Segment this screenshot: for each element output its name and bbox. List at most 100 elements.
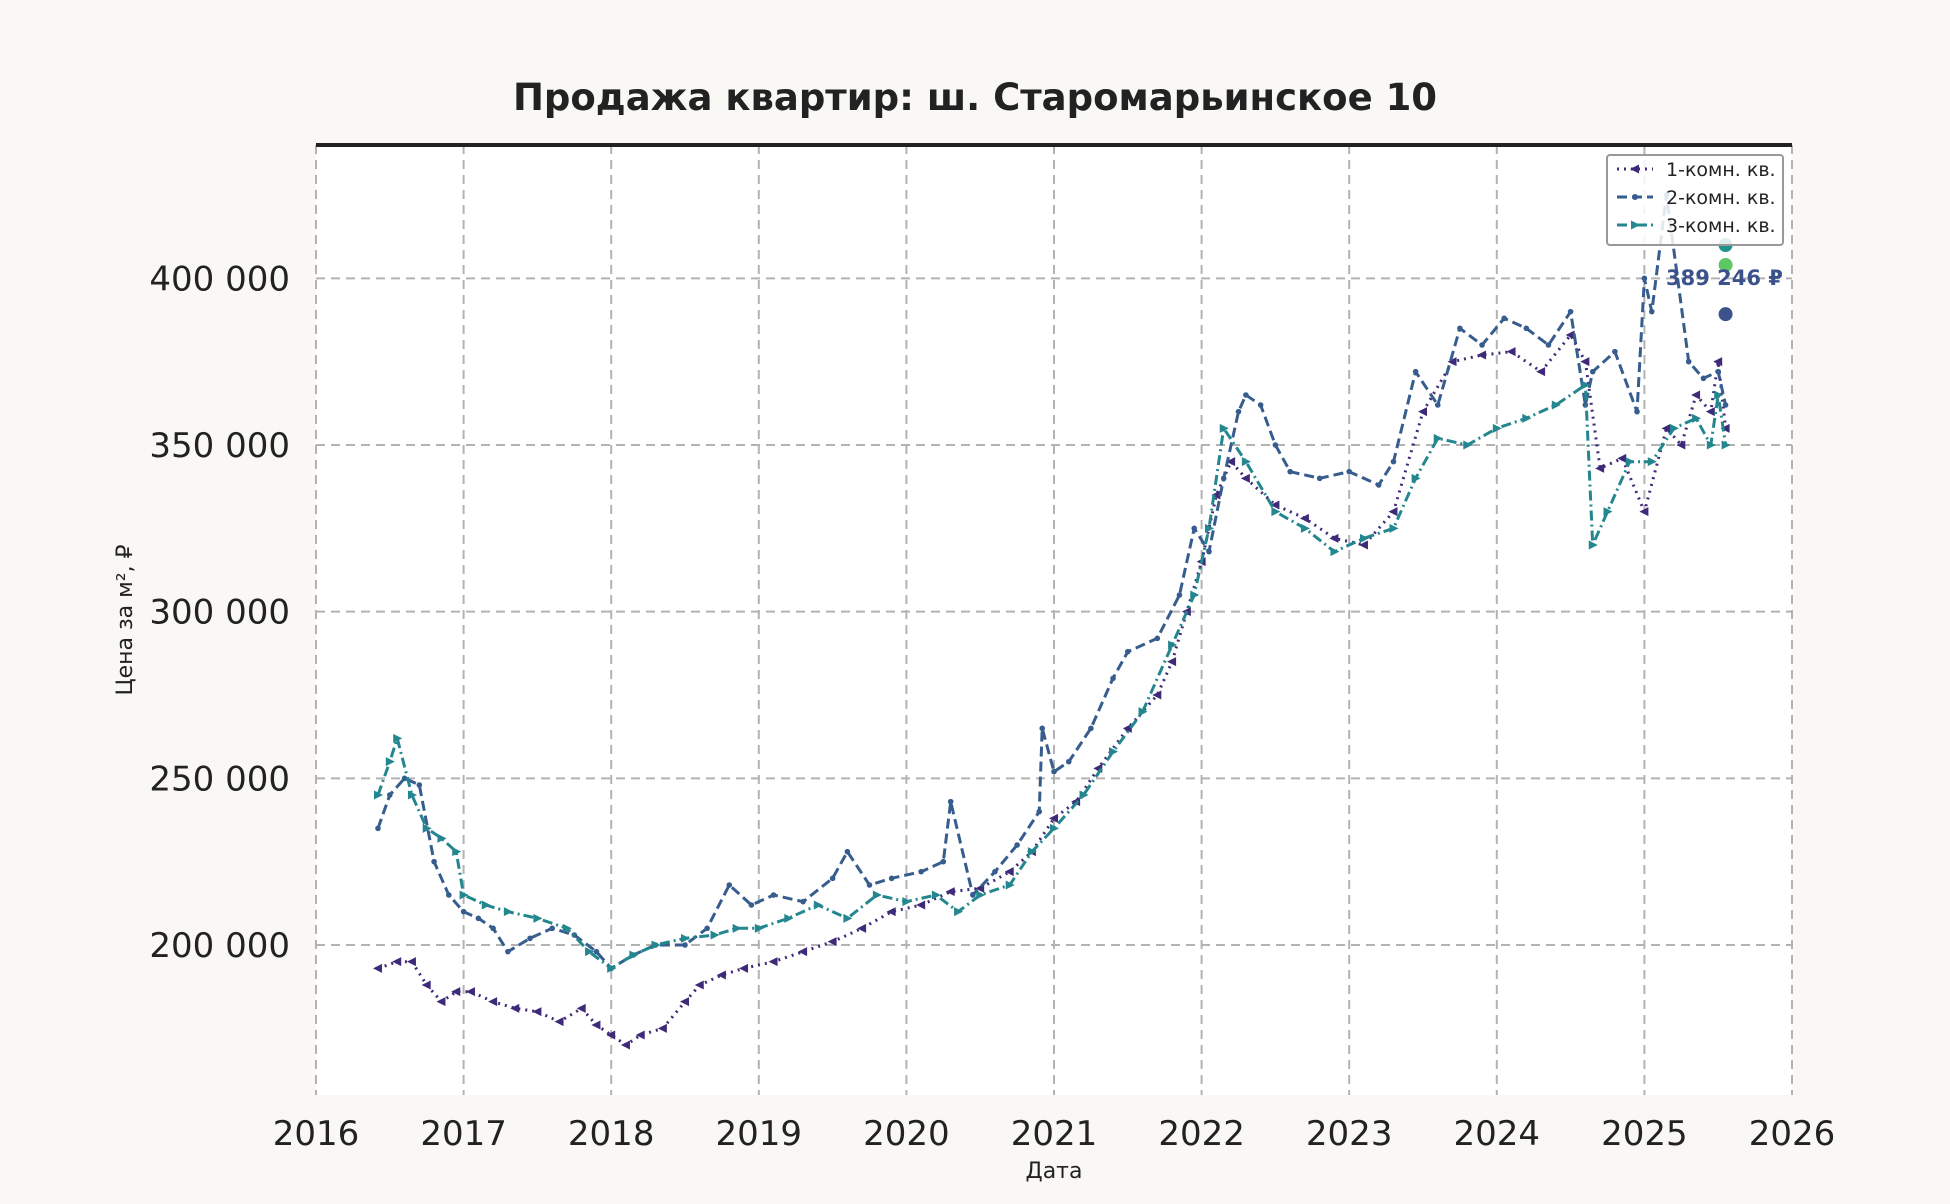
data-point — [1079, 790, 1089, 800]
legend-box — [1606, 154, 1784, 246]
data-point — [1039, 725, 1045, 732]
data-point — [505, 948, 511, 955]
data-point — [375, 825, 381, 832]
data-point — [1506, 347, 1516, 357]
data-point — [1492, 423, 1502, 433]
data-point — [1138, 707, 1148, 717]
data-point — [726, 882, 733, 888]
data-point — [1168, 640, 1178, 650]
data-point — [1447, 357, 1457, 367]
data-point — [902, 897, 912, 907]
data-point — [940, 858, 947, 865]
data-point — [1706, 440, 1716, 450]
data-point — [1567, 308, 1574, 315]
data-point — [1588, 540, 1598, 550]
data-point — [1388, 507, 1398, 517]
data-point — [1190, 590, 1200, 600]
data-point — [385, 757, 395, 767]
data-point — [585, 947, 595, 957]
data-point — [857, 923, 867, 933]
data-point — [1639, 507, 1649, 517]
data-point — [1358, 540, 1368, 550]
data-point — [886, 907, 896, 917]
data-point — [1536, 367, 1546, 377]
data-point — [1641, 275, 1648, 282]
data-point — [1412, 368, 1419, 375]
data-point — [591, 1020, 601, 1030]
data-point — [1700, 375, 1707, 382]
data-point — [657, 1023, 667, 1033]
data-point — [416, 782, 423, 788]
data-point — [1648, 308, 1655, 315]
data-point — [704, 925, 710, 932]
data-point — [422, 823, 432, 833]
data-point — [401, 775, 408, 782]
data-point — [1617, 453, 1627, 463]
legend: 1-комн. кв. 2-комн. кв. 3-комн. кв. — [1606, 154, 1784, 246]
data-point — [710, 930, 720, 940]
x-axis-label: Дата — [1026, 1159, 1083, 1184]
data-point — [1705, 407, 1715, 417]
data-point — [1692, 413, 1702, 423]
data-point — [407, 790, 417, 800]
data-point — [1477, 350, 1487, 360]
data-point — [1463, 440, 1473, 450]
data-point — [976, 890, 986, 900]
data-point — [1271, 507, 1281, 517]
data-point — [421, 980, 431, 990]
data-point — [532, 1007, 542, 1017]
data-point — [1050, 823, 1059, 833]
y-grid — [316, 277, 1792, 946]
series-1 — [372, 330, 1730, 1050]
data-point — [1125, 648, 1131, 655]
data-point — [1109, 747, 1119, 757]
data-point — [1051, 768, 1057, 775]
data-point — [503, 907, 513, 917]
data-point — [1065, 758, 1072, 765]
data-point — [490, 925, 496, 932]
data-point — [465, 987, 475, 997]
data-point — [827, 937, 837, 947]
data-point — [1152, 690, 1162, 700]
data-point — [554, 1017, 564, 1027]
data-point — [918, 868, 924, 875]
data-point — [992, 868, 998, 875]
data-point — [716, 970, 726, 980]
data-point — [373, 790, 383, 800]
data-point — [1625, 457, 1635, 467]
data-point — [1220, 475, 1227, 482]
data-point — [1122, 723, 1132, 733]
data-point — [1005, 880, 1015, 890]
x-tick-label: 2025 — [1601, 1114, 1688, 1154]
data-point — [460, 908, 467, 915]
data-point — [681, 933, 690, 943]
data-point — [844, 848, 851, 855]
x-tick-label: 2017 — [420, 1114, 507, 1154]
data-point — [770, 892, 777, 898]
y-tick-label: 350 000 — [149, 426, 290, 466]
data-point — [1661, 423, 1671, 433]
data-point — [1270, 500, 1280, 510]
series-3 — [373, 380, 1731, 973]
data-point — [1418, 407, 1427, 417]
data-point — [1316, 475, 1323, 482]
data-point — [1330, 547, 1340, 557]
chart-title: Продажа квартир: ш. Старомарьинское 10 — [513, 76, 1437, 119]
data-point — [1713, 357, 1723, 367]
x-tick-labels: 2016 2017 2018 2019 2020 2021 2022 2023 2024 2025… — [273, 1114, 1836, 1154]
data-point — [1715, 368, 1721, 375]
data-point — [1359, 533, 1369, 543]
data-point — [635, 1030, 645, 1040]
y-tick-label: 250 000 — [149, 759, 290, 799]
data-point — [1027, 847, 1037, 857]
data-point — [451, 987, 461, 997]
data-point — [843, 913, 853, 923]
series-line — [376, 383, 1728, 970]
data-point — [1241, 457, 1251, 467]
data-point — [872, 890, 882, 900]
data-point — [387, 792, 393, 798]
data-point — [1240, 473, 1250, 483]
x-tick-label: 2018 — [568, 1114, 655, 1154]
x-tick-label: 2020 — [863, 1114, 950, 1154]
data-point — [1676, 440, 1686, 450]
